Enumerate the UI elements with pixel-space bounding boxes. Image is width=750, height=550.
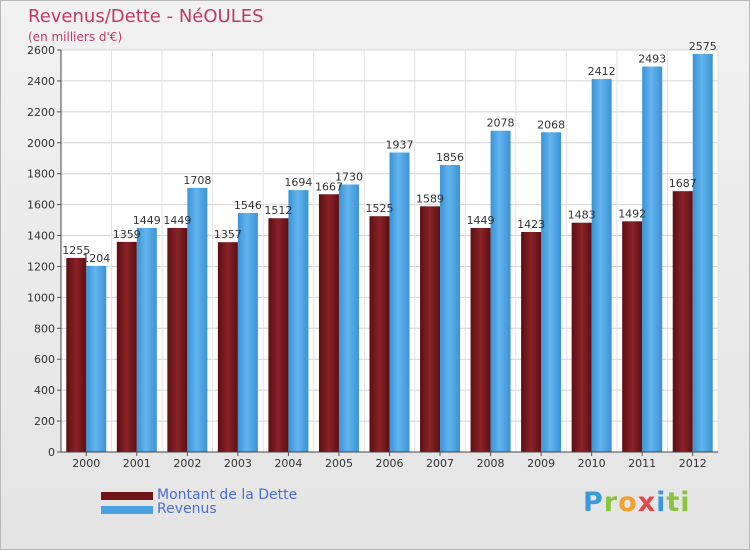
y-tick-label: 1600 (27, 199, 55, 212)
bar-revenus (338, 184, 359, 452)
data-label-dette: 1525 (366, 202, 394, 215)
bar-revenus (440, 165, 461, 452)
legend-swatch-revenus (101, 506, 153, 514)
bar-revenus (642, 66, 663, 452)
data-label-dette: 1687 (669, 177, 697, 190)
bar-dette (470, 227, 491, 452)
x-tick-label: 2000 (72, 457, 100, 470)
data-label-dette: 1492 (618, 207, 646, 220)
data-label-revenus: 1708 (183, 174, 211, 187)
chart-subtitle: (en milliers d'€) (28, 30, 123, 44)
data-label-revenus: 1546 (234, 199, 262, 212)
proxiti-logo: Proxiti (583, 487, 691, 518)
data-label-revenus: 2412 (588, 65, 616, 78)
x-tick-label: 2003 (224, 457, 252, 470)
bar-revenus (288, 190, 309, 452)
y-tick-label: 800 (34, 322, 55, 335)
data-label-revenus: 1937 (386, 139, 414, 152)
y-tick-label: 200 (34, 415, 55, 428)
bar-revenus (237, 212, 258, 452)
data-label-dette: 1512 (264, 204, 292, 217)
x-tick-label: 2012 (679, 457, 707, 470)
bar-revenus (541, 132, 562, 453)
bar-dette (66, 257, 87, 452)
y-tick-label: 2600 (27, 44, 55, 57)
chart-title: Revenus/Dette - NéOULES (28, 6, 264, 27)
data-label-revenus: 1694 (284, 176, 312, 189)
y-tick-label: 400 (34, 384, 55, 397)
bar-dette (672, 191, 693, 452)
y-tick-label: 0 (48, 446, 55, 459)
y-tick-label: 1400 (27, 230, 55, 243)
x-tick-label: 2008 (477, 457, 505, 470)
x-tick-label: 2006 (376, 457, 404, 470)
x-tick-label: 2001 (123, 457, 151, 470)
x-tick-label: 2010 (578, 457, 606, 470)
bar-dette (167, 227, 188, 452)
bar-dette (369, 216, 390, 452)
bar-revenus (86, 265, 107, 452)
data-label-revenus: 2493 (638, 53, 666, 66)
x-tick-label: 2005 (325, 457, 353, 470)
y-tick-label: 1000 (27, 291, 55, 304)
bar-dette (268, 218, 289, 452)
data-label-revenus: 1856 (436, 151, 464, 164)
data-label-dette: 1449 (467, 214, 495, 227)
data-label-dette: 1359 (113, 228, 141, 241)
y-tick-label: 2000 (27, 137, 55, 150)
x-tick-label: 2009 (527, 457, 555, 470)
y-tick-label: 2400 (27, 75, 55, 88)
bar-dette (622, 221, 643, 452)
x-tick-label: 2002 (173, 457, 201, 470)
legend-label-dette: Montant de la Dette (157, 487, 298, 503)
bar-dette (318, 194, 339, 452)
data-label-dette: 1255 (62, 244, 90, 257)
data-label-revenus: 1730 (335, 171, 363, 184)
bar-dette (420, 206, 441, 452)
y-tick-label: 1200 (27, 260, 55, 273)
bar-revenus (187, 187, 208, 452)
data-label-revenus: 1204 (82, 252, 110, 265)
data-label-revenus: 1449 (133, 214, 161, 227)
x-tick-label: 2004 (274, 457, 302, 470)
data-label-dette: 1449 (163, 214, 191, 227)
bar-revenus (490, 130, 511, 452)
y-tick-label: 600 (34, 353, 55, 366)
bar-revenus (692, 53, 713, 452)
data-label-revenus: 2068 (537, 118, 565, 131)
data-label-dette: 1589 (416, 192, 444, 205)
bar-dette (521, 231, 542, 452)
data-label-dette: 1357 (214, 228, 242, 241)
y-tick-label: 2200 (27, 106, 55, 119)
legend-label-revenus: Revenus (157, 501, 217, 517)
data-label-revenus: 2078 (487, 117, 515, 130)
x-tick-label: 2011 (628, 457, 656, 470)
bar-revenus (389, 152, 410, 452)
data-label-dette: 1423 (517, 218, 545, 231)
bar-dette (116, 241, 137, 452)
data-label-revenus: 2575 (689, 40, 717, 53)
data-label-dette: 1483 (568, 209, 596, 222)
x-tick-label: 2007 (426, 457, 454, 470)
bar-dette (571, 222, 592, 452)
bar-dette (217, 242, 238, 452)
y-tick-label: 1800 (27, 168, 55, 181)
legend-swatch-dette (101, 492, 153, 500)
data-label-dette: 1667 (315, 180, 343, 193)
bar-revenus (136, 227, 157, 452)
bar-revenus (591, 79, 612, 453)
